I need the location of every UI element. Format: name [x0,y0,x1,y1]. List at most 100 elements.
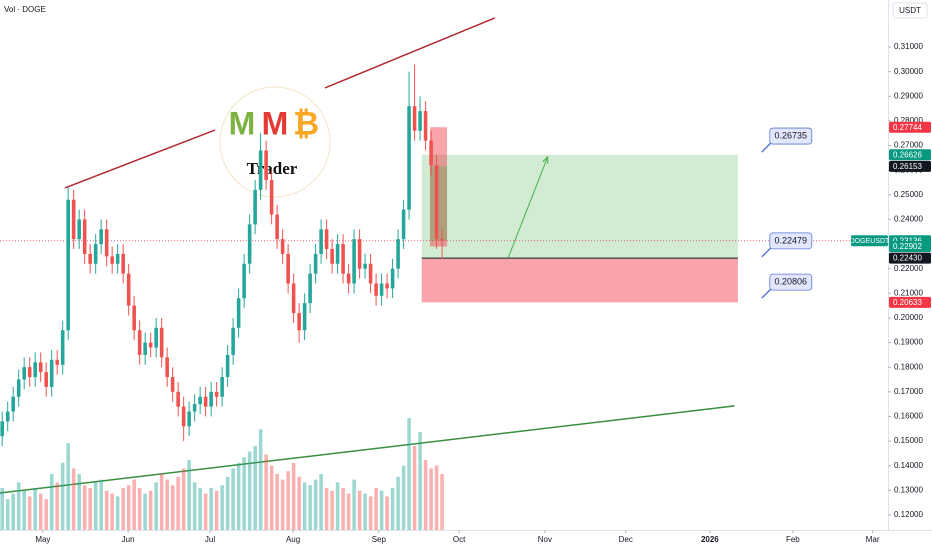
candle-body [335,244,340,264]
logo-letter: ₿ [293,105,319,141]
candle-body [165,357,169,378]
callout-label: 0.22479 [775,235,808,245]
candle-body [198,396,202,405]
candle-body [231,327,235,355]
candle-body [66,199,70,331]
volume-bar [275,474,279,530]
volume-bar [5,499,10,530]
volume-bar [66,443,70,530]
price-tag [889,149,931,161]
candle-body [71,199,76,240]
candle-body [286,253,290,284]
y-tick-label: 0.29000 [894,91,923,100]
volume-bar [0,488,4,530]
volume-bar [93,482,98,530]
x-tick-label: Feb [786,535,800,544]
y-tick-label: 0.15000 [894,436,923,445]
volume-bar [236,462,241,530]
candle-body [181,406,186,427]
volume-bar [396,476,400,530]
volume-bar [38,493,43,530]
candle-body [176,391,180,407]
candle-body [49,359,54,387]
y-tick-label: 0.20000 [894,313,923,322]
volume-bar [176,476,180,530]
volume-bar [225,476,230,530]
volume-bar [181,468,186,530]
volume-bar [324,488,329,530]
volume-bar [154,482,158,530]
y-tick-label: 0.22000 [894,264,923,273]
candle-body [247,224,252,264]
volume-bar [104,490,109,530]
candle-body [220,377,224,397]
candle-body [115,253,120,264]
volume-bar [341,488,345,530]
volume-bar [352,479,356,530]
volume-bar [264,454,268,530]
candle-body [324,229,329,249]
candle-body [16,379,21,397]
volume-bar [379,490,384,530]
volume-bar [115,496,120,530]
candle-body [357,239,362,269]
trend-line [0,405,735,494]
callout-box [769,273,813,291]
y-tick-label: 0.16000 [894,412,923,421]
volume-bar [429,468,433,530]
callout-label: 0.20806 [775,276,808,286]
volume-bar [302,482,307,530]
candle-body [88,253,92,264]
candle-body [330,248,334,264]
price-tag [889,252,931,264]
candle-body [55,359,59,365]
candle-body [352,239,356,284]
volume-bar [170,485,175,530]
volume-bar [209,488,213,530]
callout-label: 0.26735 [775,130,808,140]
candle-body [390,268,395,289]
candle-body [236,298,241,328]
logo-circle [219,86,331,198]
volume-bar [99,479,103,530]
candle-body [253,189,257,225]
candle-body [291,283,296,314]
x-tick-label: Dec [619,535,633,544]
candle-body [99,229,103,245]
indicator-label: Vol · DOGE [4,5,46,14]
logo-word: Trader [247,159,298,178]
volume-bar [313,479,318,530]
volume-bar [385,496,389,530]
volume-bar [44,499,48,530]
candle-body [38,362,43,373]
y-tick-label: 0.14000 [894,461,923,470]
candle-body [203,396,208,407]
y-tick-label: 0.21000 [894,288,923,297]
volume-bar [11,493,15,530]
volume-bar [60,462,65,530]
trend-line [324,17,496,89]
candle-body [82,219,87,254]
volume-bar [297,476,301,530]
candle-body [126,273,131,306]
candle-body [313,253,318,274]
candle-body [27,367,32,378]
active-loss-zone [429,127,448,247]
candle-body [264,150,268,181]
volume-bar [357,490,362,530]
candle-body [214,391,219,397]
volume-bar [440,474,444,530]
volume-bar [33,488,37,530]
x-tick-label: Jun [122,535,135,544]
candle-body [187,411,191,427]
volume-bar [121,488,125,530]
price-tag-label: 0.27744 [893,123,922,132]
volume-bar [220,485,224,530]
logo: M M ₿ Trader [219,86,331,198]
x-tick-label: Oct [453,535,466,544]
volume-bar [16,482,21,530]
callout-pointer [761,246,773,258]
volume-bar [143,493,147,530]
candle-body [132,305,136,331]
